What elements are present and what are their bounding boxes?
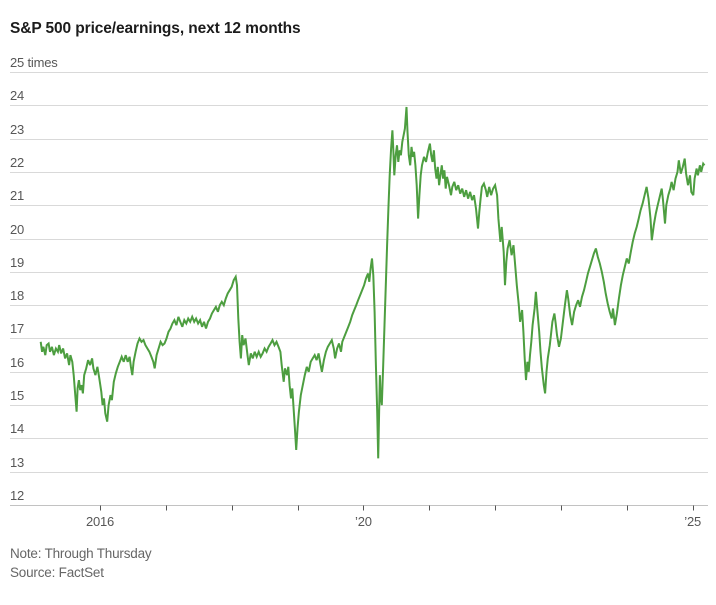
x-axis-tick-label: ’25 (684, 514, 702, 529)
page-title: S&P 500 price/earnings, next 12 months (10, 20, 301, 37)
y-axis-tick-label: 14 (10, 421, 25, 437)
y-axis-tick-label: 17 (10, 321, 25, 337)
y-axis-tick-label: 19 (10, 254, 25, 270)
y-axis-tick-label: 22 (10, 154, 25, 170)
y-axis-tick-label: 18 (10, 288, 25, 304)
y-axis-tick-label: 15 (10, 388, 25, 404)
y-axis-tick-label: 20 (10, 221, 25, 237)
x-axis-tick-label: 2016 (85, 514, 115, 529)
y-axis-tick-label: 16 (10, 354, 25, 370)
y-axis-tick-label: 21 (10, 188, 25, 204)
pe-ratio-line (39, 106, 706, 459)
y-axis-tick-label: 13 (10, 454, 25, 470)
x-axis-tick-label: ’20 (355, 514, 372, 529)
chart-note: Note: Through Thursday (10, 546, 152, 561)
y-axis-tick-label: 12 (10, 488, 25, 503)
chart-source: Source: FactSet (10, 565, 104, 580)
y-axis-tick-label: 25 times (10, 55, 58, 70)
y-axis-tick-label: 23 (10, 121, 25, 137)
y-axis-tick-label: 24 (10, 88, 25, 104)
